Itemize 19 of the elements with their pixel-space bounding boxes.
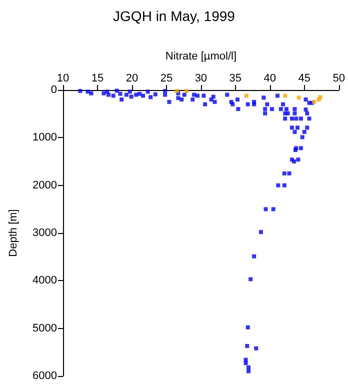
x-tick-label: 45: [298, 72, 311, 84]
x-tick-label: 50: [332, 72, 346, 84]
x-tick-label: 15: [91, 72, 104, 84]
y-tick-label: 6000: [32, 370, 57, 382]
y-tick-label: 1000: [32, 132, 57, 144]
x-tick-label: 25: [160, 72, 173, 84]
y-axis-title: Depth [m]: [8, 209, 20, 257]
x-tick-label: 35: [229, 72, 242, 84]
y-tick-label: 3000: [32, 227, 57, 239]
x-axis-title: Nitrate [µmol/l]: [165, 50, 237, 62]
y-tick-label: 2000: [32, 179, 57, 192]
y-tick-label: 4000: [32, 274, 57, 287]
x-tick-label: 20: [126, 72, 138, 84]
y-tick-label: 5000: [32, 322, 57, 334]
x-tick-label: 10: [56, 72, 70, 84]
x-tick-label: 40: [264, 72, 276, 84]
x-tick-label: 30: [194, 72, 208, 84]
chart-title: JGQH in May, 1999: [113, 8, 236, 24]
y-tick-label: 0: [50, 84, 57, 96]
